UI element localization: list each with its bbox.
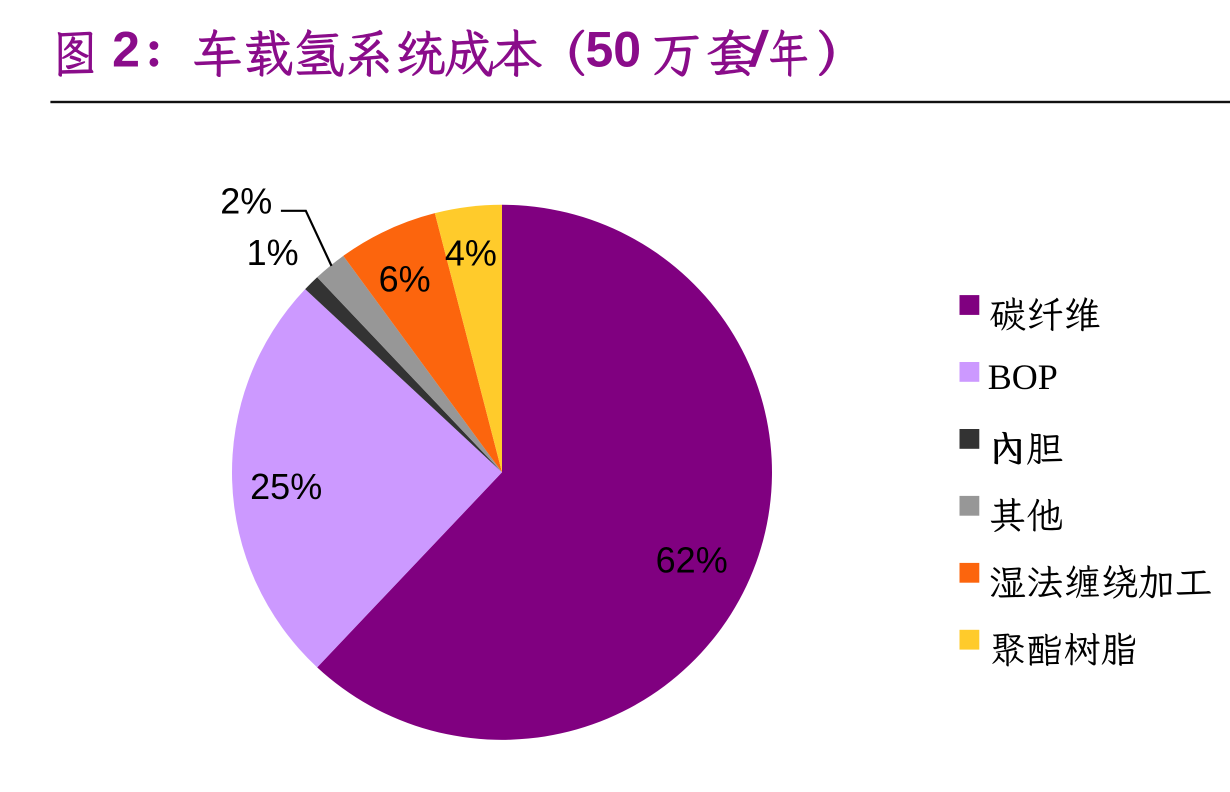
- svg-text:50: 50: [586, 22, 642, 78]
- svg-text:4%: 4%: [445, 232, 497, 273]
- svg-text:62%: 62%: [656, 540, 728, 581]
- svg-text:BOP: BOP: [988, 357, 1058, 397]
- svg-text:1%: 1%: [247, 232, 299, 273]
- svg-text:2%: 2%: [220, 181, 272, 222]
- svg-text:25%: 25%: [250, 466, 322, 507]
- svg-text:6%: 6%: [379, 258, 431, 299]
- svg-text:2: 2: [112, 22, 140, 78]
